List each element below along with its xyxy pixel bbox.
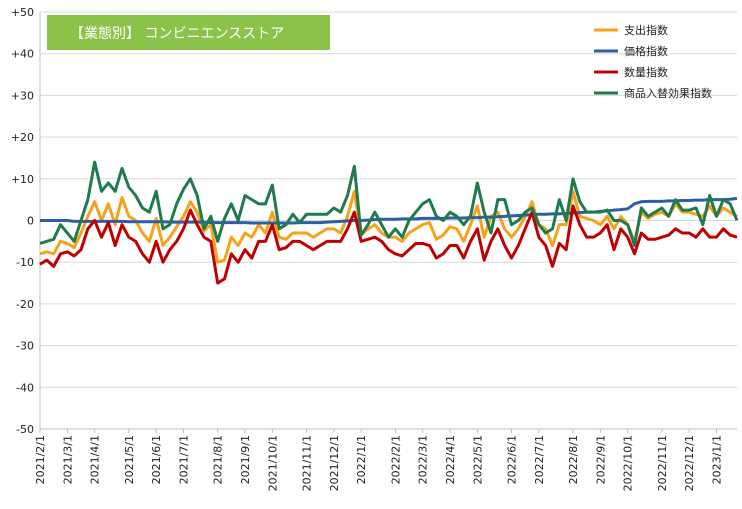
y-axis-tick-labels: +50 +40 +30 +20 +10 0 -10 -20 -30 -40 -50 xyxy=(11,6,34,436)
x-tick-label: 2021/3/1 xyxy=(61,435,74,484)
x-tick-label: 2021/12/1 xyxy=(328,435,341,491)
series-line-3 xyxy=(39,160,739,248)
y-tick-label: +40 xyxy=(11,48,34,61)
y-tick-label: -40 xyxy=(16,381,34,394)
x-tick-label: 2021/7/1 xyxy=(178,435,191,484)
x-tick-label: 2023/1/1 xyxy=(711,435,724,484)
chart-title: 【業態別】 コンビニエンスストア xyxy=(70,26,284,42)
x-tick-label: 2021/11/1 xyxy=(301,435,314,491)
series-line-1 xyxy=(40,196,738,225)
x-tick-label: 2021/6/1 xyxy=(150,435,163,484)
x-tick-label: 2022/8/1 xyxy=(567,435,580,484)
x-tick-label: 2022/5/1 xyxy=(471,435,484,484)
legend-label: 支出指数 xyxy=(624,23,668,37)
x-tick-label: 2021/9/1 xyxy=(239,435,252,484)
y-tick-label: +20 xyxy=(11,131,34,144)
y-tick-label: +10 xyxy=(11,173,34,186)
x-tick-label: 2021/2/1 xyxy=(34,435,47,484)
chart-title-background xyxy=(47,15,330,50)
y-tick-label: -20 xyxy=(16,298,34,311)
series-lines xyxy=(39,160,739,285)
x-tick-label: 2022/10/1 xyxy=(622,435,635,491)
x-tick-label: 2022/1/1 xyxy=(355,435,368,484)
y-tick-label: +50 xyxy=(11,6,34,19)
legend-label: 数量指数 xyxy=(624,65,668,79)
x-tick-label: 2022/3/1 xyxy=(417,435,430,484)
x-tick-label: 2022/6/1 xyxy=(506,435,519,484)
x-tick-label: 2022/11/1 xyxy=(656,435,669,491)
x-tick-label: 2022/9/1 xyxy=(594,435,607,484)
series-line-2 xyxy=(39,204,738,285)
y-tick-label: -50 xyxy=(16,423,34,436)
legend-label: 価格指数 xyxy=(624,44,668,58)
x-tick-label: 2022/12/1 xyxy=(683,435,696,491)
x-tick-label: 2022/4/1 xyxy=(444,435,457,484)
y-tick-label: 0 xyxy=(27,215,34,228)
x-tick-label: 2021/5/1 xyxy=(123,435,136,484)
x-tick-label: 2021/4/1 xyxy=(89,435,102,484)
x-tick-label: 2022/2/1 xyxy=(389,435,402,484)
y-tick-label: +30 xyxy=(11,89,34,102)
y-tick-label: -30 xyxy=(16,340,34,353)
chart-title-box: 【業態別】 コンビニエンスストア xyxy=(47,15,330,50)
x-tick-label: 2021/8/1 xyxy=(212,435,225,484)
x-tick-label: 2022/7/1 xyxy=(533,435,546,484)
y-tick-label: -10 xyxy=(16,256,34,269)
x-tick-label: 2021/10/1 xyxy=(266,435,279,491)
legend-label: 商品入替効果指数 xyxy=(624,86,712,100)
x-axis-tick-labels: 2021/2/1 2021/3/1 2021/4/1 2021/5/1 2021/6/1… xyxy=(34,429,724,491)
